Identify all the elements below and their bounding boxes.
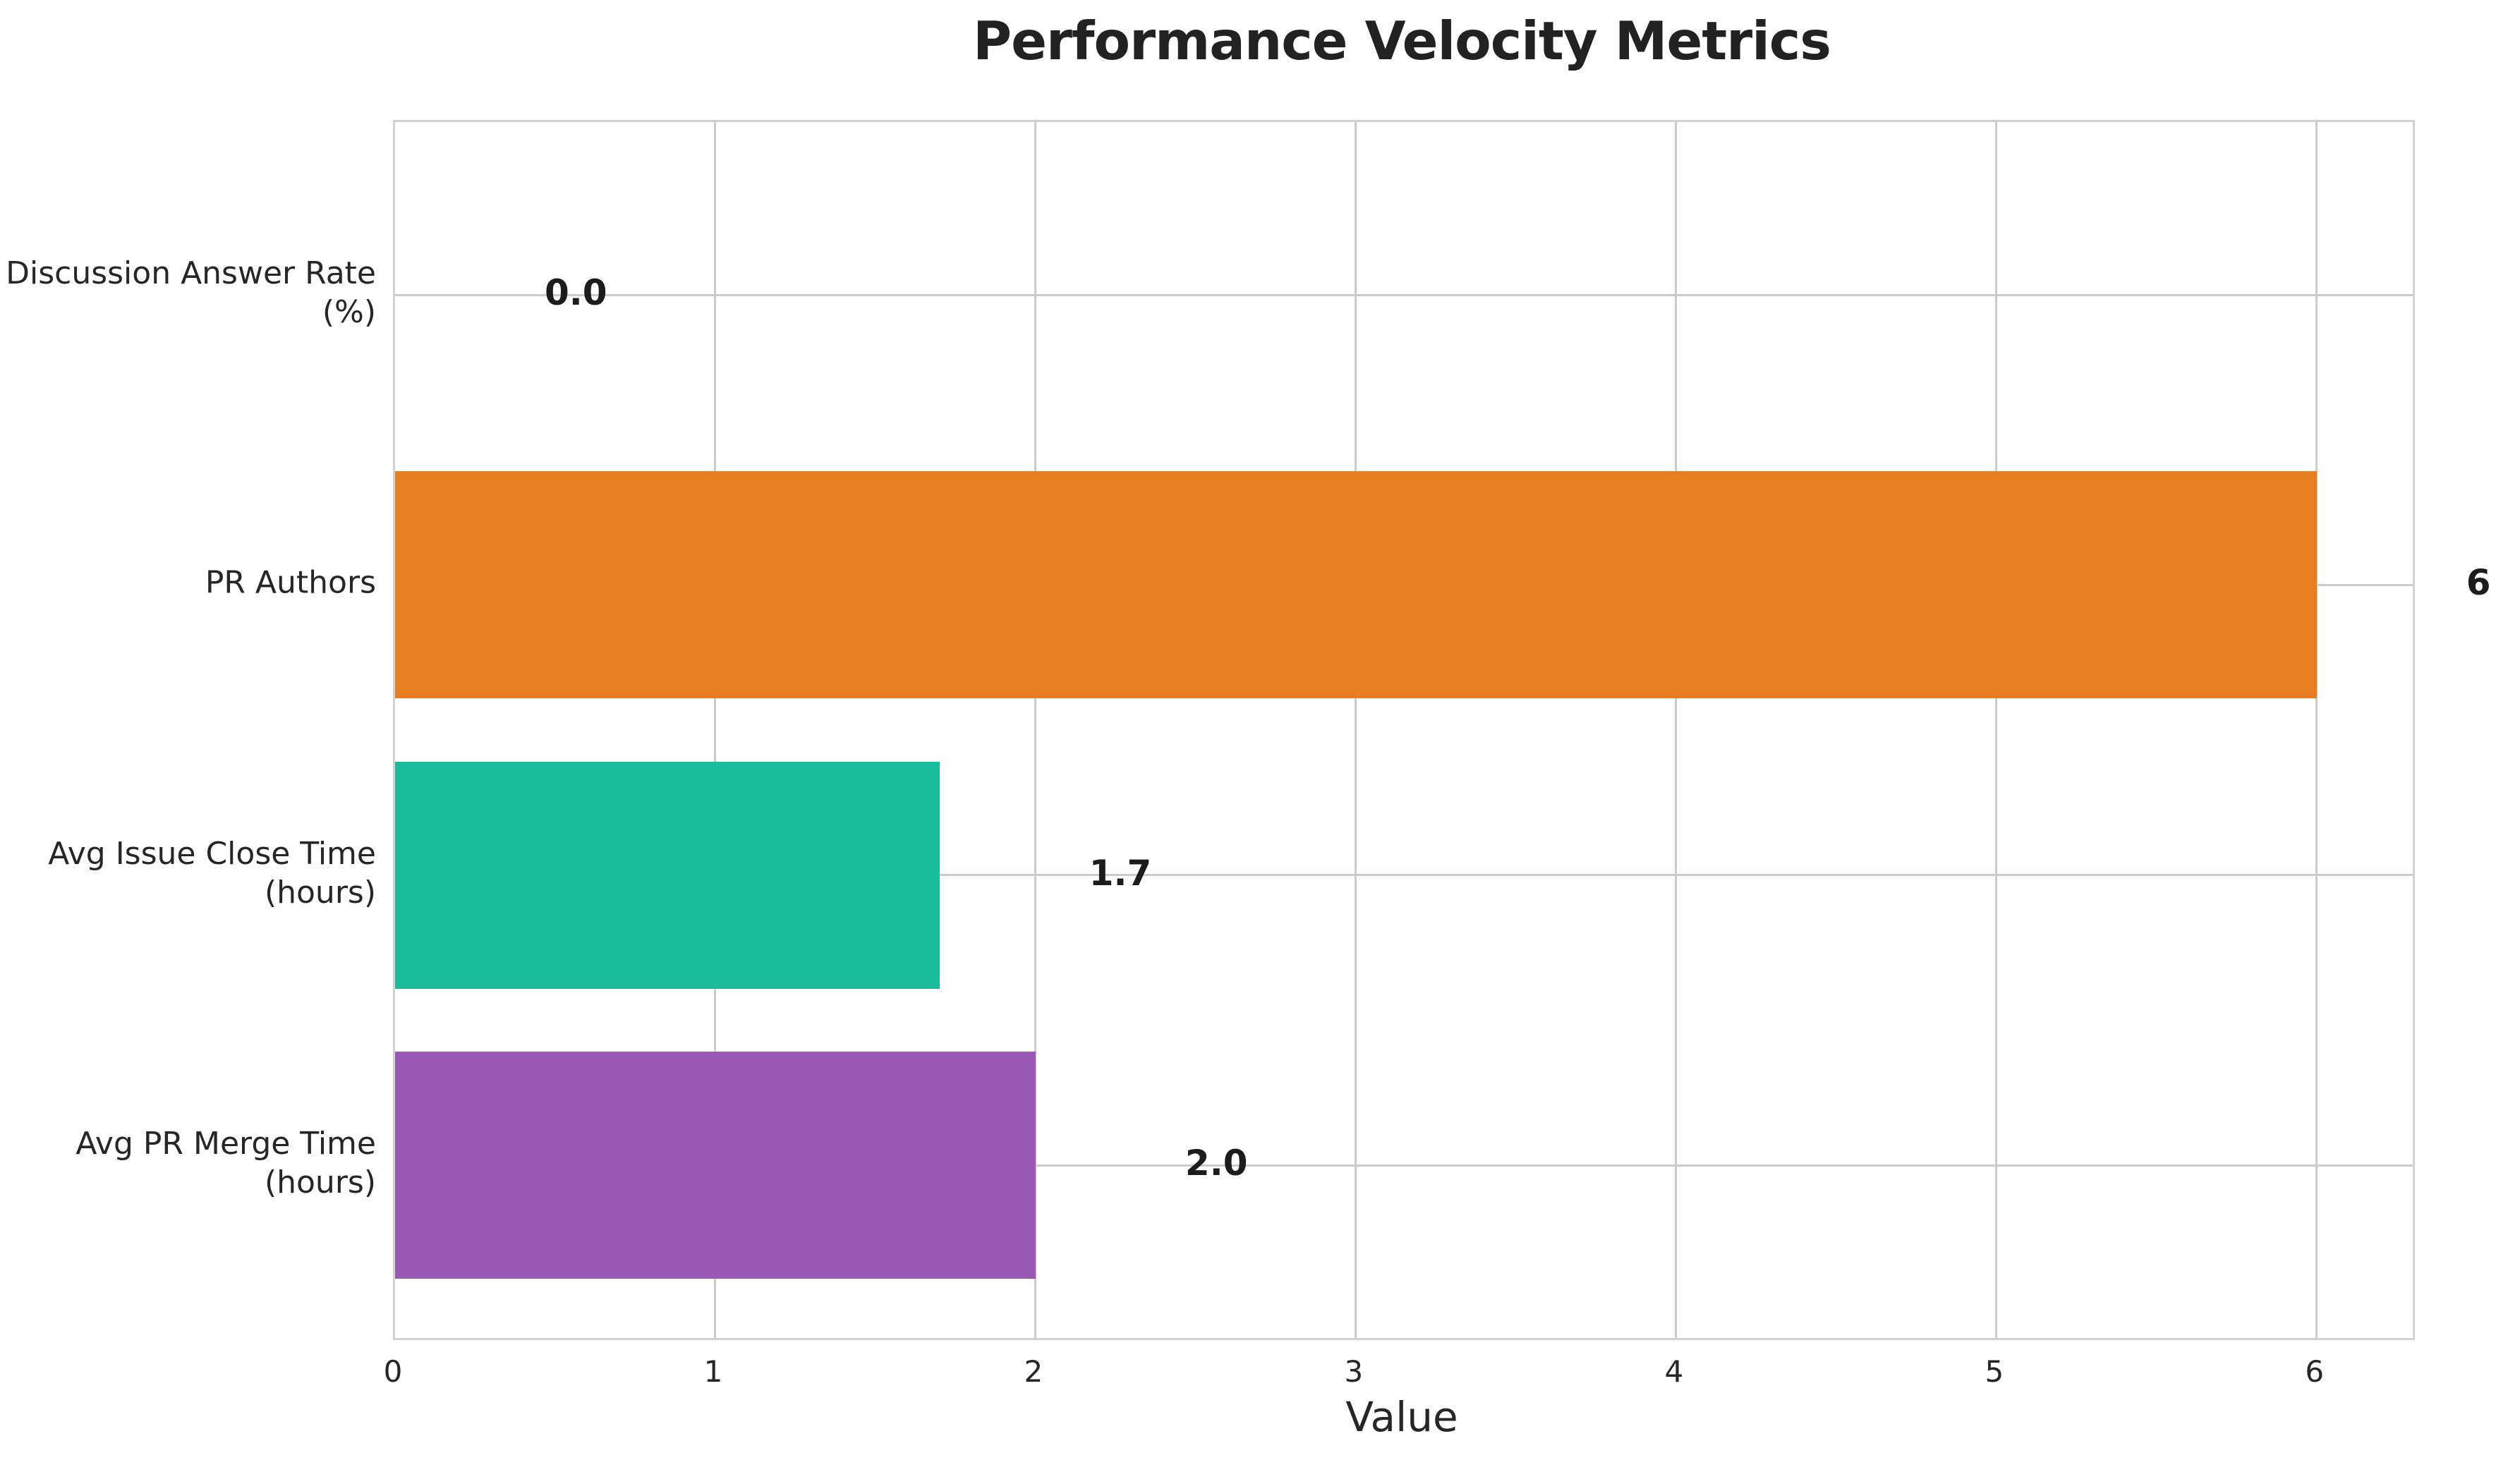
bar-value-label: 2.0	[1185, 1143, 1248, 1184]
bar-value-label: 1.7	[1089, 852, 1152, 894]
y-tick-label: Avg PR Merge Time (hours)	[75, 1126, 376, 1200]
y-tick-label: PR Authors	[205, 564, 376, 601]
y-tick-label: Discussion Answer Rate (%)	[6, 255, 376, 330]
horizontal-gridline	[395, 874, 2413, 877]
bar	[395, 761, 940, 989]
bar	[395, 1052, 1036, 1279]
vertical-gridline	[2315, 122, 2318, 1338]
vertical-gridline	[1995, 122, 1998, 1338]
vertical-gridline	[1034, 122, 1037, 1338]
bar-value-label: 0.0	[545, 272, 607, 313]
chart-title: Performance Velocity Metrics	[973, 10, 1831, 72]
x-tick-label: 6	[2305, 1354, 2325, 1389]
vertical-gridline	[1355, 122, 1357, 1338]
bar	[395, 471, 2317, 699]
bar-value-label: 6	[2466, 562, 2491, 604]
plot-area	[393, 120, 2415, 1340]
x-tick-label: 2	[1024, 1354, 1043, 1389]
x-tick-label: 3	[1344, 1354, 1364, 1389]
x-axis-label: Value	[1345, 1393, 1458, 1441]
x-tick-label: 5	[1985, 1354, 2004, 1389]
x-tick-label: 1	[703, 1354, 723, 1389]
vertical-gridline	[714, 122, 717, 1338]
x-tick-label: 4	[1664, 1354, 1684, 1389]
vertical-gridline	[1675, 122, 1678, 1338]
x-tick-label: 0	[383, 1354, 403, 1389]
y-tick-label: Avg Issue Close Time (hours)	[48, 835, 376, 911]
horizontal-gridline	[395, 293, 2413, 296]
horizontal-gridline	[395, 1164, 2413, 1167]
